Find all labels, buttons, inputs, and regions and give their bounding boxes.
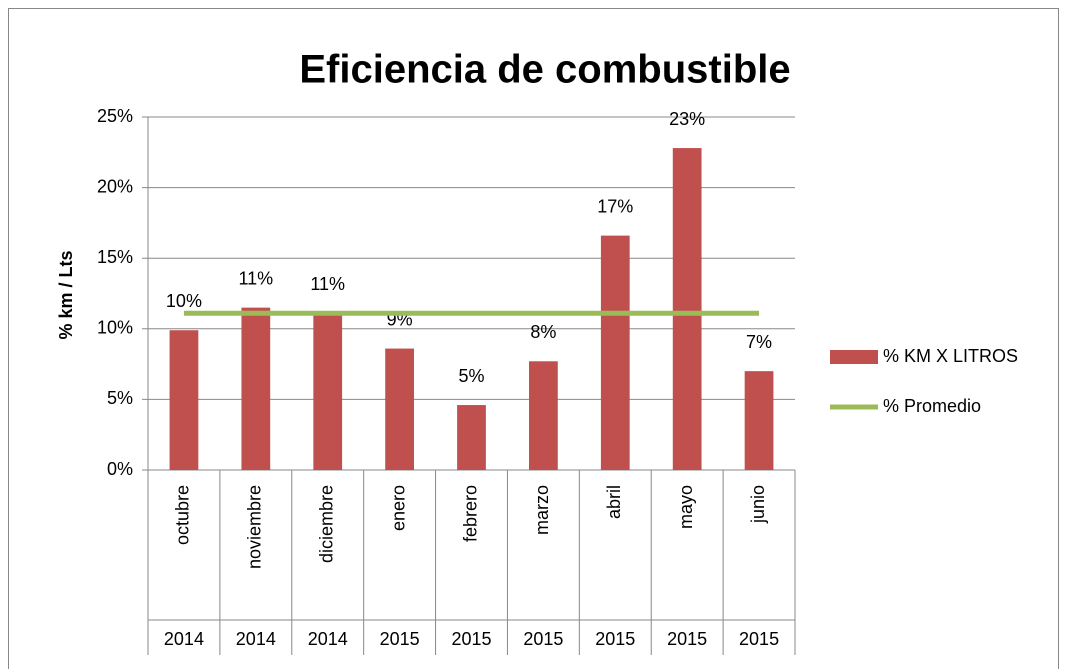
- y-tick-label: 20%: [97, 176, 133, 196]
- chart-title: Eficiencia de combustible: [299, 48, 790, 92]
- x-group-label: 2015: [667, 629, 707, 649]
- y-tick-label: 5%: [107, 388, 133, 408]
- x-tick-label: diciembre: [316, 485, 336, 563]
- y-tick-label: 10%: [97, 318, 133, 338]
- data-label: 17%: [597, 196, 633, 216]
- x-tick-label: noviembre: [245, 485, 265, 569]
- bar: [600, 235, 630, 470]
- x-group-label: 2015: [595, 629, 635, 649]
- bar: [313, 313, 343, 470]
- legend-label: % Promedio: [883, 396, 981, 416]
- x-group-label: 2014: [164, 629, 204, 649]
- data-label: 8%: [530, 322, 556, 342]
- x-tick-label: febrero: [460, 485, 480, 542]
- data-label: 11%: [238, 268, 273, 288]
- x-tick-label: abril: [604, 485, 624, 519]
- bar: [529, 361, 558, 470]
- x-group-label: 2015: [739, 629, 779, 649]
- x-group-label: 2015: [523, 629, 563, 649]
- data-label: 5%: [458, 366, 484, 386]
- x-tick-label: octubre: [173, 485, 193, 545]
- x-group-label: 2014: [308, 629, 348, 649]
- bar: [672, 148, 702, 470]
- data-label: 23%: [669, 109, 705, 129]
- y-tick-label: 15%: [97, 247, 133, 267]
- x-group-label: 2015: [380, 629, 420, 649]
- bar: [744, 371, 774, 470]
- bar: [241, 307, 271, 470]
- x-tick-label: enero: [388, 485, 408, 531]
- bar: [385, 348, 414, 470]
- data-label: 11%: [310, 274, 345, 294]
- x-tick-label: junio: [748, 485, 768, 524]
- bar: [169, 330, 199, 470]
- x-tick-label: marzo: [532, 485, 552, 535]
- bar: [457, 405, 486, 470]
- x-group-label: 2014: [236, 629, 276, 649]
- legend-swatch: [830, 350, 878, 364]
- x-tick-label: mayo: [676, 485, 696, 529]
- x-group-label: 2015: [451, 629, 491, 649]
- y-axis-label: % km / Lts: [56, 250, 76, 339]
- data-label: 10%: [166, 291, 202, 311]
- y-tick-label: 0%: [107, 459, 133, 479]
- legend-label: % KM X LITROS: [883, 346, 1018, 366]
- y-tick-label: 25%: [97, 106, 133, 126]
- data-label: 7%: [746, 332, 772, 352]
